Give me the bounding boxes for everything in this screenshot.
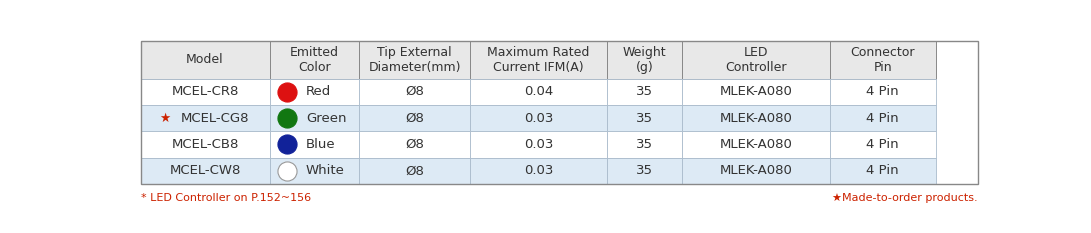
Text: LED
Controller: LED Controller	[726, 45, 787, 74]
Text: Ø8: Ø8	[405, 138, 424, 151]
Text: ★Made-to-order products.: ★Made-to-order products.	[832, 192, 978, 202]
Bar	[141, 41, 269, 79]
Text: Ø8: Ø8	[405, 112, 424, 125]
Bar	[141, 131, 269, 158]
Text: Blue: Blue	[305, 138, 335, 151]
Point	[278, 143, 296, 146]
Text: 35: 35	[636, 85, 654, 98]
Point	[278, 116, 296, 120]
Bar	[682, 41, 829, 79]
Text: 4 Pin: 4 Pin	[866, 112, 899, 125]
Bar	[607, 131, 682, 158]
Bar	[269, 158, 359, 184]
Bar	[141, 79, 269, 105]
Text: * LED Controller on P.152~156: * LED Controller on P.152~156	[141, 192, 311, 202]
Text: Red: Red	[305, 85, 331, 98]
Bar	[269, 41, 359, 79]
Bar	[359, 105, 470, 131]
Text: 0.04: 0.04	[524, 85, 553, 98]
Text: MCEL-CB8: MCEL-CB8	[171, 138, 239, 151]
Text: MLEK-A080: MLEK-A080	[719, 138, 792, 151]
Text: 35: 35	[636, 138, 654, 151]
Text: Model: Model	[187, 53, 224, 66]
Bar	[829, 79, 936, 105]
Text: Ø8: Ø8	[405, 85, 424, 98]
Text: Connector
Pin: Connector Pin	[850, 45, 915, 74]
Bar	[141, 105, 269, 131]
Text: MLEK-A080: MLEK-A080	[719, 112, 792, 125]
Text: Emitted
Color: Emitted Color	[290, 45, 339, 74]
Bar	[607, 105, 682, 131]
Text: 35: 35	[636, 164, 654, 177]
Text: MLEK-A080: MLEK-A080	[719, 85, 792, 98]
Bar	[470, 158, 607, 184]
Text: MCEL-CW8: MCEL-CW8	[169, 164, 241, 177]
Bar	[141, 158, 269, 184]
Bar	[607, 41, 682, 79]
Bar	[359, 131, 470, 158]
Bar	[829, 105, 936, 131]
Text: MLEK-A080: MLEK-A080	[719, 164, 792, 177]
Text: MCEL-CG8: MCEL-CG8	[181, 112, 250, 125]
Text: MCEL-CR8: MCEL-CR8	[171, 85, 239, 98]
Point	[278, 90, 296, 94]
Text: ★: ★	[159, 112, 170, 125]
Bar	[682, 105, 829, 131]
Bar	[470, 79, 607, 105]
Bar	[682, 131, 829, 158]
Bar	[470, 105, 607, 131]
Text: 35: 35	[636, 112, 654, 125]
Bar	[269, 131, 359, 158]
Text: Green: Green	[305, 112, 346, 125]
Bar	[470, 131, 607, 158]
Text: Tip External
Diameter(mm): Tip External Diameter(mm)	[369, 45, 461, 74]
Bar	[829, 41, 936, 79]
Bar	[269, 105, 359, 131]
Bar	[359, 79, 470, 105]
Bar	[829, 158, 936, 184]
Text: Ø8: Ø8	[405, 164, 424, 177]
Point	[278, 169, 296, 173]
Bar	[607, 158, 682, 184]
Text: Maximum Rated
Current IFM(A): Maximum Rated Current IFM(A)	[488, 45, 590, 74]
Bar	[682, 158, 829, 184]
Bar	[829, 131, 936, 158]
Text: 0.03: 0.03	[524, 112, 553, 125]
Bar	[470, 41, 607, 79]
Text: 4 Pin: 4 Pin	[866, 138, 899, 151]
Text: 4 Pin: 4 Pin	[866, 85, 899, 98]
Bar	[269, 79, 359, 105]
Bar	[607, 79, 682, 105]
Bar	[141, 41, 978, 184]
Text: White: White	[305, 164, 345, 177]
Text: 4 Pin: 4 Pin	[866, 164, 899, 177]
Bar	[359, 158, 470, 184]
Bar	[682, 79, 829, 105]
Text: Weight
(g): Weight (g)	[623, 45, 667, 74]
Text: 0.03: 0.03	[524, 164, 553, 177]
Bar	[359, 41, 470, 79]
Text: 0.03: 0.03	[524, 138, 553, 151]
